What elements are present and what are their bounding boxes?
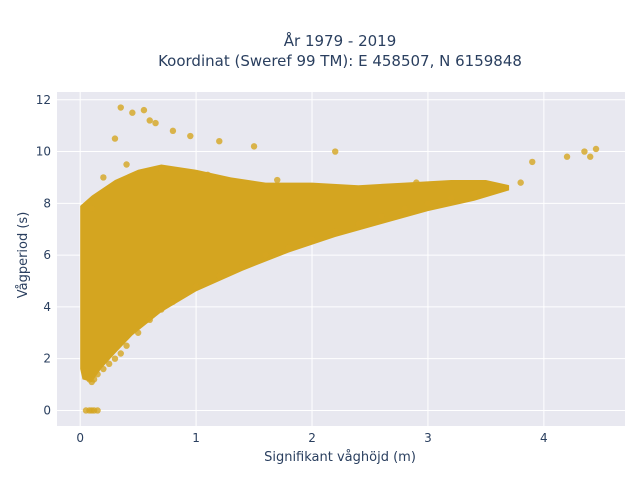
y-tick-label: 12 xyxy=(36,93,51,107)
scatter-point xyxy=(471,189,478,197)
scatter-point xyxy=(563,153,571,160)
scatter-point xyxy=(169,127,177,135)
scatter-point xyxy=(94,407,101,414)
scatter-point xyxy=(82,368,90,375)
scatter-point xyxy=(90,376,98,383)
scatter-point xyxy=(355,220,362,228)
x-tick-label: 0 xyxy=(76,431,84,445)
scatter-point xyxy=(111,135,119,142)
scatter-point xyxy=(285,244,293,251)
dense-point-cloud xyxy=(80,164,510,382)
x-tick-label: 4 xyxy=(540,431,548,445)
scatter-point xyxy=(192,282,200,290)
scatter-point xyxy=(100,365,107,373)
scatter-point xyxy=(517,179,524,186)
scatter-point xyxy=(262,251,269,259)
scatter-point xyxy=(123,342,130,349)
scatter-point xyxy=(378,213,385,220)
point-cloud-layer xyxy=(80,164,510,382)
scatter-point xyxy=(250,143,258,150)
scatter-point xyxy=(587,153,594,160)
y-tick-label: 6 xyxy=(43,248,51,262)
scatter-point xyxy=(117,350,124,357)
x-axis-title: Signifikant våghöjd (m) xyxy=(264,450,416,465)
scatter-point xyxy=(140,106,148,114)
y-tick-label: 8 xyxy=(43,196,51,210)
scatter-point xyxy=(592,145,600,153)
scatter-point xyxy=(274,176,281,184)
scatter-point xyxy=(105,360,113,368)
scatter-point xyxy=(88,205,95,212)
scatter-point xyxy=(581,148,588,155)
scatter-point xyxy=(94,371,101,378)
scatter-point xyxy=(424,200,432,207)
scatter-point xyxy=(216,137,223,145)
scatter-point xyxy=(129,109,136,116)
scatter-point xyxy=(158,166,165,173)
scatter-point xyxy=(216,272,223,280)
y-tick-label: 0 xyxy=(43,403,51,417)
scatter-point xyxy=(146,316,153,324)
x-tick-label: 1 xyxy=(192,431,200,445)
scatter-point xyxy=(332,148,339,155)
x-tick-label: 2 xyxy=(308,431,316,445)
scatter-point xyxy=(447,194,455,202)
scatter-point xyxy=(204,171,211,179)
scatter-point xyxy=(158,306,165,313)
scatter-point xyxy=(413,179,420,186)
scatter-point xyxy=(239,262,246,269)
y-axis-title: Vågperiod (s) xyxy=(16,212,31,299)
x-tick-label: 3 xyxy=(424,431,432,445)
y-tick-label: 2 xyxy=(43,352,51,366)
scatter-point xyxy=(123,161,130,168)
scatter-point xyxy=(169,298,177,305)
chart-title-line1: År 1979 - 2019 xyxy=(284,31,397,50)
scatter-point xyxy=(181,290,188,298)
y-tick-label: 4 xyxy=(43,300,51,314)
scatter-point xyxy=(187,132,194,140)
scatter-point xyxy=(111,355,119,362)
scatter-point xyxy=(134,329,142,336)
scatter-point xyxy=(117,104,124,111)
y-tick-label: 10 xyxy=(36,145,51,159)
scatter-point xyxy=(332,228,339,236)
scatter-point xyxy=(494,184,501,191)
scatter-point xyxy=(146,117,153,124)
chart-title-line2: Koordinat (Sweref 99 TM): E 458507, N 61… xyxy=(158,52,522,70)
scatter-point xyxy=(436,182,443,189)
scatter-point xyxy=(401,205,408,212)
scatter-point xyxy=(152,119,159,127)
scatter-point xyxy=(529,158,536,166)
scatter-point xyxy=(100,174,107,181)
scatter-point xyxy=(308,236,316,243)
data-points xyxy=(82,104,600,414)
